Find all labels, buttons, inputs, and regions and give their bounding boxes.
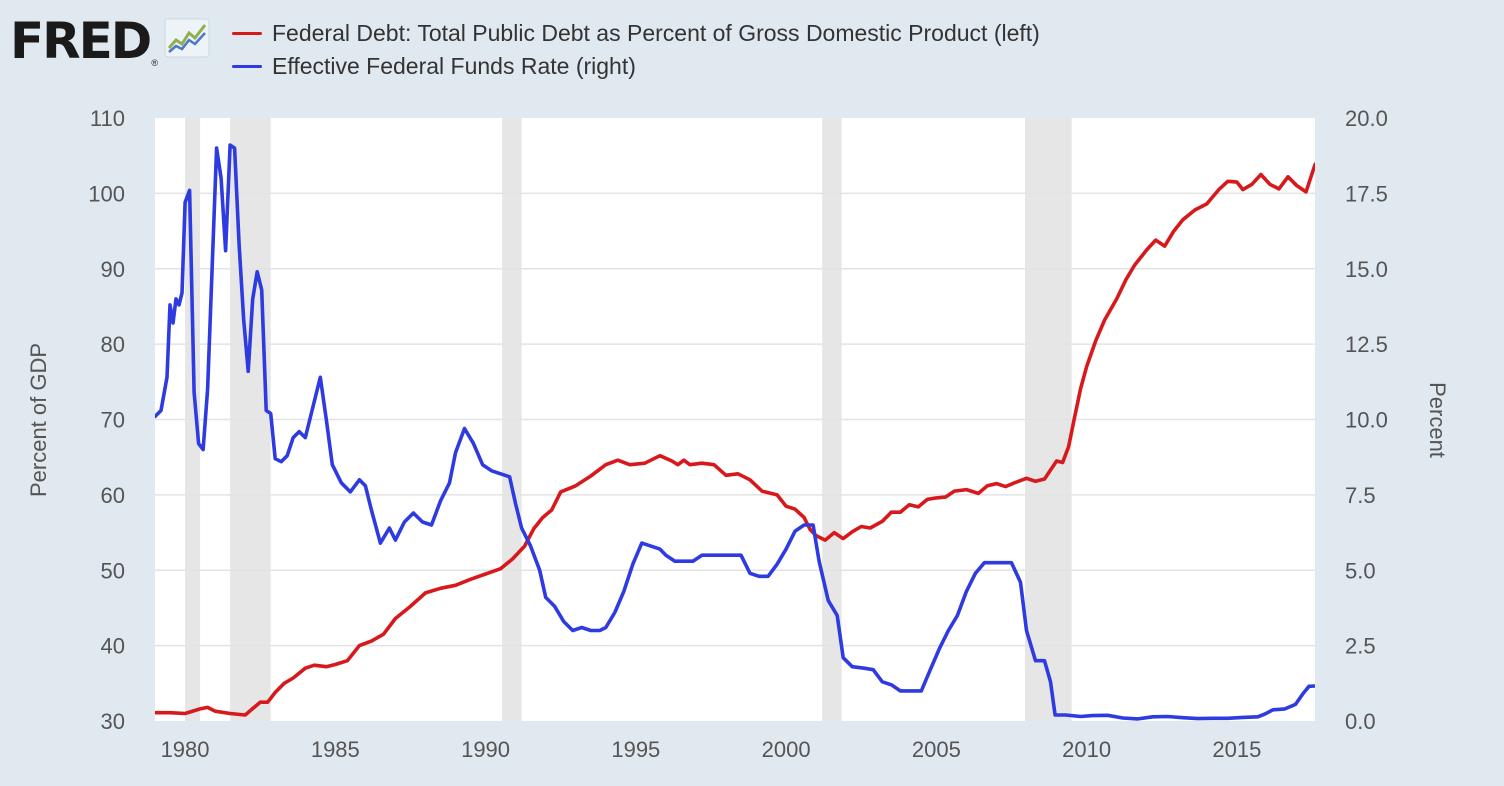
- series-line-fed-funds-rate: [155, 143, 1315, 721]
- legend-label-fed-funds-rate: Effective Federal Funds Rate (right): [272, 53, 636, 79]
- left-axis-title: Percent of GDP: [26, 343, 51, 497]
- right-axis-ticks: 0.0 2.5 5.0 7.5 10.0 12.5 15.0 17.5 20.0: [1345, 106, 1388, 734]
- y-right-tick-label: 10.0: [1345, 408, 1388, 433]
- y-right-tick-label: 20.0: [1345, 106, 1388, 131]
- fred-logo[interactable]: FRED ®: [10, 12, 210, 72]
- y-left-tick-label: 70: [101, 408, 125, 433]
- y-left-tick-label: 80: [101, 332, 125, 357]
- legend-item-federal-debt[interactable]: Federal Debt: Total Public Debt as Perce…: [232, 20, 1040, 47]
- line-graph-icon: [164, 18, 210, 58]
- y-left-tick-label: 30: [101, 709, 125, 734]
- y-right-tick-label: 2.5: [1345, 634, 1376, 659]
- y-left-tick-label: 50: [101, 558, 125, 583]
- y-left-tick-label: 110: [90, 106, 125, 131]
- y-right-tick-label: 0.0: [1345, 709, 1376, 734]
- y-left-tick-label: 60: [101, 483, 125, 508]
- x-tick-label: 1985: [311, 737, 360, 762]
- x-tick-label: 2000: [762, 737, 811, 762]
- x-tick-label: 2010: [1062, 737, 1111, 762]
- y-right-tick-label: 15.0: [1345, 257, 1388, 282]
- legend-swatch-blue: [232, 65, 262, 68]
- left-axis-ticks: 30 40 50 60 70 80 90 100 110: [88, 106, 125, 734]
- x-axis-ticks: 1980 1985 1990 1995 2000 2005 2010 2015: [161, 737, 1262, 762]
- series-lines: [155, 143, 1315, 721]
- x-tick-label: 1990: [461, 737, 510, 762]
- x-tick-label: 2015: [1212, 737, 1261, 762]
- right-axis-title: Percent: [1425, 382, 1450, 458]
- gridlines: [155, 192, 1315, 647]
- chart-header: FRED ® Federal Debt: Total Public Debt a…: [0, 0, 1504, 100]
- y-left-tick-label: 100: [88, 181, 125, 206]
- legend-item-fed-funds-rate[interactable]: Effective Federal Funds Rate (right): [232, 53, 636, 80]
- x-tick-label: 2005: [912, 737, 961, 762]
- x-tick-label: 1995: [611, 737, 660, 762]
- y-right-tick-label: 5.0: [1345, 558, 1376, 583]
- legend-label-federal-debt: Federal Debt: Total Public Debt as Perce…: [272, 20, 1040, 46]
- x-tick-label: 1980: [161, 737, 210, 762]
- registered-mark: ®: [151, 58, 158, 68]
- series-line-federal-debt: [155, 161, 1315, 717]
- y-right-tick-label: 17.5: [1345, 181, 1388, 206]
- fred-wordmark: FRED: [10, 12, 152, 70]
- y-left-tick-label: 40: [101, 634, 125, 659]
- y-right-tick-label: 7.5: [1345, 483, 1376, 508]
- y-right-tick-label: 12.5: [1345, 332, 1388, 357]
- y-left-tick-label: 90: [101, 257, 125, 282]
- legend-swatch-red: [232, 32, 262, 35]
